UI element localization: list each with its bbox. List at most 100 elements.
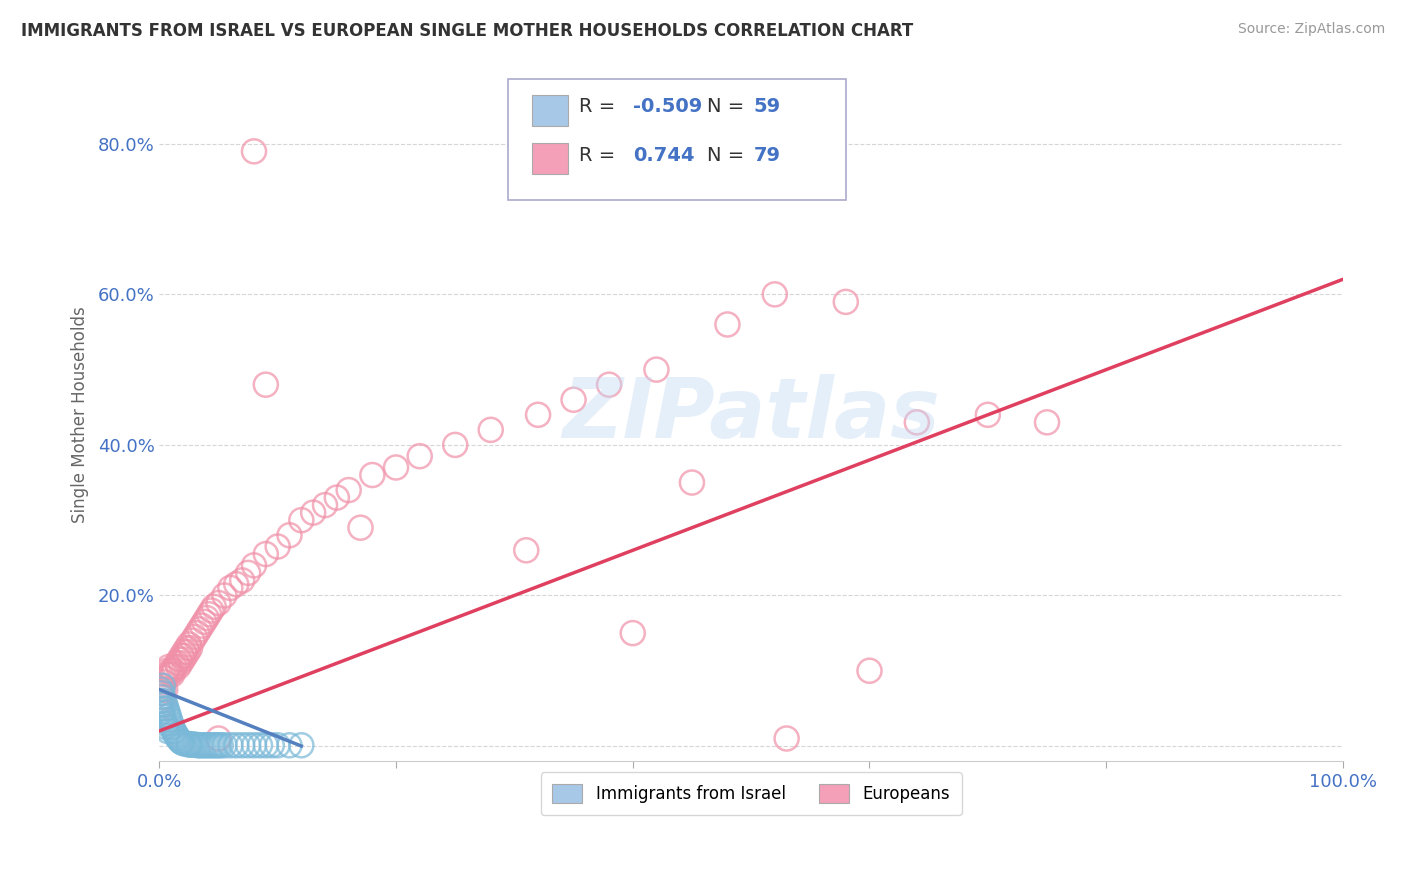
Point [337,483,360,497]
Point [207,731,229,746]
Point [149,694,172,708]
Point [177,637,200,651]
Point [172,736,194,750]
Point [153,694,176,708]
Point [184,738,207,752]
Point [290,513,312,527]
Text: Source: ZipAtlas.com: Source: ZipAtlas.com [1237,22,1385,37]
Point [165,728,187,742]
Point [181,633,204,648]
Point [150,698,173,712]
Point [150,705,173,719]
Point [152,701,174,715]
Point [225,577,247,591]
Point [162,720,184,734]
Point [179,738,201,752]
Point [191,618,214,632]
Point [243,558,266,573]
Point [170,648,193,663]
Text: R =: R = [579,97,621,116]
Point [198,607,221,622]
Point [188,739,211,753]
Point [159,713,181,727]
Point [198,739,221,753]
Point [177,737,200,751]
Point [858,664,880,678]
Point [278,739,301,753]
Point [155,667,177,681]
Point [254,739,277,753]
Point [150,686,173,700]
Text: ZIPatlas: ZIPatlas [562,375,941,455]
Point [162,667,184,681]
Point [236,739,259,753]
Point [527,408,550,422]
Point [156,705,179,719]
Point [1036,415,1059,429]
Text: 59: 59 [754,97,780,116]
Point [409,449,432,463]
Point [152,690,174,704]
Point [153,675,176,690]
Point [202,599,225,614]
Point [155,716,177,731]
Point [302,506,325,520]
Point [150,698,173,712]
Point [193,739,215,753]
Point [236,566,259,580]
Text: -0.509: -0.509 [633,97,702,116]
Point [254,377,277,392]
Text: N =: N = [707,145,751,165]
Point [156,664,179,678]
Point [479,423,502,437]
Point [231,574,253,588]
Point [160,664,183,678]
Point [645,362,668,376]
Y-axis label: Single Mother Households: Single Mother Households [72,307,89,524]
Point [149,686,172,700]
Point [169,652,191,666]
Point [775,731,797,746]
Point [207,739,229,753]
Point [266,739,288,753]
Point [179,641,201,656]
Point [152,682,174,697]
Point [149,694,172,708]
Point [200,603,222,617]
Point [193,615,215,629]
Point [155,671,177,685]
Point [186,739,208,753]
Point [977,408,1000,422]
Point [278,528,301,542]
Point [243,145,266,159]
Point [159,667,181,681]
FancyBboxPatch shape [531,144,568,175]
Point [163,725,186,739]
Point [205,739,228,753]
Point [202,739,225,753]
Point [184,630,207,644]
Point [169,734,191,748]
Point [157,660,180,674]
Point [169,657,191,671]
Point [177,738,200,752]
Point [188,623,211,637]
Point [763,287,786,301]
Point [225,739,247,753]
Text: N =: N = [707,97,751,116]
Point [385,460,408,475]
Point [152,679,174,693]
Point [214,739,236,753]
Point [166,730,188,744]
Point [195,611,218,625]
Point [905,415,928,429]
Point [167,731,190,746]
Point [172,652,194,666]
Point [177,645,200,659]
Point [444,438,467,452]
Point [176,641,198,656]
FancyBboxPatch shape [531,95,568,126]
Point [260,739,283,753]
Text: R =: R = [579,145,621,165]
Point [181,738,204,752]
